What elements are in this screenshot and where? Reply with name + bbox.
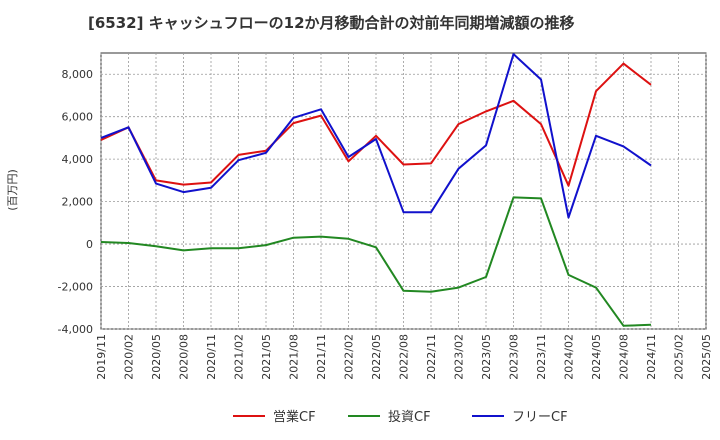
x-tick-label: 2021/05 (260, 334, 273, 380)
x-tick-label: 2021/08 (288, 334, 301, 380)
series-line-3 (100, 53, 652, 219)
x-tick-label: 2023/05 (480, 334, 493, 380)
series-line-1 (100, 62, 652, 187)
x-tick-label: 2020/11 (205, 334, 218, 380)
legend: 営業CF 投資CF フリーCF (233, 409, 568, 425)
series-line-2 (100, 196, 652, 327)
series-lines (100, 53, 652, 327)
y-tick-label: 0 (86, 238, 93, 251)
x-tick-label: 2022/11 (425, 334, 438, 380)
y-tick-label: 2,000 (62, 196, 94, 209)
x-tick-label: 2024/08 (618, 334, 631, 380)
y-tick-label: -4,000 (58, 323, 93, 336)
x-tick-label: 2023/08 (508, 334, 521, 380)
x-tick-label: 2022/08 (398, 334, 411, 380)
x-tick-label: 2022/05 (370, 334, 383, 380)
x-tick-label: 2021/02 (233, 334, 246, 380)
y-tick-label: 6,000 (62, 111, 94, 124)
legend-label: 投資CF (388, 409, 431, 425)
x-tick-label: 2020/08 (178, 334, 191, 380)
x-tick-label: 2025/02 (673, 334, 686, 380)
x-tick-label: 2024/05 (590, 334, 603, 380)
x-tick-label: 2024/11 (645, 334, 658, 380)
x-tick-label: 2022/02 (343, 334, 356, 380)
x-tick-label: 2020/05 (150, 334, 163, 380)
tick-labels: -4,000 -2,000 0 2,000 4,000 6,000 8,000 2019/11… (58, 68, 713, 379)
x-tick-label: 2025/05 (700, 334, 713, 380)
x-tick-label: 2024/02 (563, 334, 576, 380)
grid (100, 52, 707, 330)
y-axis-label: (百万円) (6, 169, 19, 211)
x-tick-label: 2023/11 (535, 334, 548, 380)
x-tick-label: 2023/02 (453, 334, 466, 380)
chart-title: [6532] キャッシュフローの12か月移動合計の対前年同期増減額の推移 (88, 14, 575, 32)
legend-label: フリーCF (512, 410, 568, 425)
y-tick-label: -2,000 (58, 281, 93, 294)
legend-label: 営業CF (273, 409, 316, 425)
y-tick-label: 4,000 (62, 153, 94, 166)
x-tick-label: 2020/02 (123, 334, 136, 380)
x-tick-label: 2019/11 (95, 334, 108, 380)
y-tick-label: 8,000 (62, 68, 94, 81)
x-tick-label: 2021/11 (315, 334, 328, 380)
